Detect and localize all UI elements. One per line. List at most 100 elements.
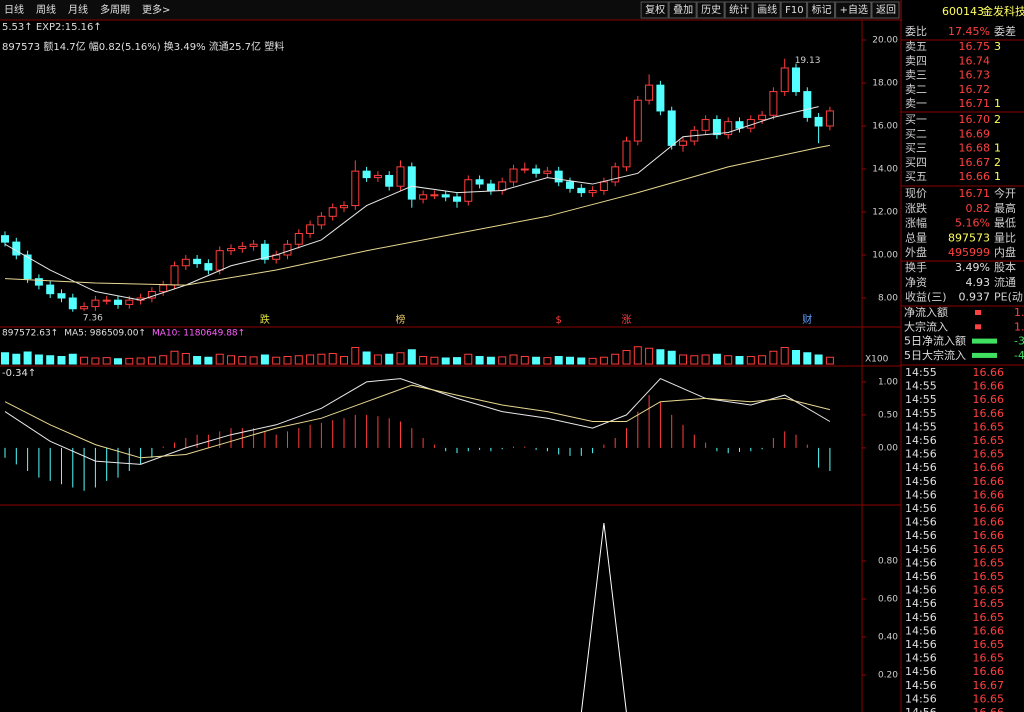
candle-body — [464, 179, 473, 202]
quote-value: 5.16% — [955, 217, 990, 230]
candle-body — [712, 119, 721, 136]
volume-bar — [147, 356, 156, 365]
volume-bar — [1, 352, 9, 365]
event-marker[interactable]: 跌 — [260, 313, 270, 326]
quote-label: 现价 — [905, 187, 927, 200]
quote-label: 净资 — [905, 275, 927, 289]
toolbar-button[interactable]: 月线 — [68, 3, 88, 16]
candle-body — [633, 99, 642, 142]
tick-time: 14:56 — [905, 570, 937, 583]
tick-price: 16.65 — [973, 434, 1005, 447]
volume-bar — [181, 353, 190, 365]
button-frame[interactable] — [696, 1, 725, 19]
button-frame[interactable] — [780, 1, 808, 19]
toolbar-button[interactable]: F10 — [785, 5, 803, 16]
candle-body — [780, 67, 789, 93]
toolbar-button[interactable]: 统计 — [729, 3, 749, 16]
macd-header: -0.34↑ — [2, 368, 36, 379]
tick-time: 14:56 — [905, 434, 937, 447]
toolbar-button[interactable]: 标记 — [812, 4, 832, 16]
candle-body — [362, 170, 371, 179]
tick-price: 16.67 — [973, 679, 1005, 692]
y-tick-label: 0.80 — [878, 557, 898, 567]
candle-body — [328, 207, 337, 217]
volume-bar — [23, 351, 32, 365]
candle-body — [701, 119, 710, 131]
event-marker[interactable]: 财 — [802, 313, 812, 326]
candle-body — [204, 263, 213, 271]
button-frame[interactable] — [871, 1, 900, 19]
indicator-header: 5.53↑ EXP2:15.16↑ — [2, 22, 102, 33]
volume-bar — [407, 349, 416, 365]
button-frame[interactable] — [807, 1, 836, 19]
candle-body — [803, 91, 812, 118]
button-frame[interactable] — [640, 1, 669, 19]
quote-extra: 3 — [994, 40, 1001, 53]
candle-body — [611, 166, 620, 183]
toolbar-button[interactable]: 画线 — [757, 3, 777, 16]
volume-bar — [645, 347, 654, 365]
candle-body — [825, 110, 834, 127]
event-marker[interactable]: $ — [556, 315, 562, 326]
flow-bar — [972, 352, 997, 358]
volume-bar — [780, 347, 789, 365]
y-tick-label: 18.00 — [872, 79, 898, 89]
candle-body — [622, 140, 631, 168]
quote-label: 卖一 — [905, 97, 927, 110]
quote-value: 0.82 — [966, 202, 991, 215]
quote-label: 换手 — [905, 260, 927, 274]
quote-value: 16.75 — [959, 40, 991, 53]
candle-body — [407, 166, 416, 200]
quote-value: 16.69 — [959, 127, 991, 140]
toolbar-button[interactable]: 返回 — [876, 4, 896, 16]
volume-bar — [114, 358, 122, 365]
flow-value: -4. — [1014, 349, 1024, 362]
tick-time: 14:56 — [905, 597, 937, 610]
quote-extra: 2 — [994, 156, 1001, 169]
tick-time: 14:56 — [905, 516, 937, 529]
quote-extra: 内盘 — [994, 245, 1016, 259]
button-frame[interactable] — [835, 1, 872, 19]
event-marker[interactable]: 涨 — [622, 314, 632, 326]
quote-label: 外盘 — [905, 245, 927, 259]
toolbar-button[interactable]: 日线 — [4, 3, 24, 16]
toolbar-button[interactable]: 更多> — [142, 3, 170, 16]
volume-bar — [283, 356, 292, 365]
quote-value: 16.71 — [959, 187, 991, 200]
quote-value: 16.67 — [959, 156, 991, 169]
button-frame[interactable] — [668, 1, 697, 19]
quote-extra: 流通 — [994, 275, 1016, 289]
toolbar-button[interactable]: 历史 — [701, 4, 721, 16]
toolbar-button[interactable]: 多周期 — [100, 3, 130, 16]
flow-label: 净流入额 — [904, 305, 948, 319]
candle-body — [102, 299, 111, 302]
quote-extra: 股本 — [994, 260, 1016, 274]
volume-bar — [159, 355, 168, 365]
candle-body — [588, 190, 597, 194]
toolbar-button[interactable]: 叠加 — [673, 4, 693, 16]
volume-bar — [396, 352, 405, 365]
candle-body — [396, 166, 405, 187]
volume-bar — [193, 356, 202, 365]
candle-body — [114, 299, 122, 305]
stock-info: 897573 额14.7亿 幅0.82(5.16%) 换3.49% 流通25.7… — [2, 40, 284, 53]
button-frame[interactable] — [752, 1, 781, 19]
volume-bar — [599, 356, 608, 365]
tick-price: 16.66 — [973, 529, 1005, 542]
volume-bar — [80, 356, 89, 365]
tick-price: 16.65 — [973, 652, 1005, 665]
candle-body — [91, 299, 100, 308]
y-tick-label: 16.00 — [872, 122, 898, 132]
toolbar-button[interactable]: 复权 — [645, 3, 665, 16]
y-tick-label: 20.00 — [872, 36, 898, 46]
toolbar-button[interactable]: 周线 — [36, 3, 56, 16]
toolbar-button[interactable]: +自选 — [840, 3, 868, 16]
button-frame[interactable] — [724, 1, 753, 19]
candle-body — [294, 233, 303, 245]
event-marker[interactable]: 榜 — [396, 313, 406, 326]
tick-price: 16.65 — [973, 597, 1005, 610]
candle-body — [260, 243, 269, 260]
tick-price: 16.65 — [973, 638, 1005, 651]
quote-value: 0.937 — [959, 291, 991, 304]
